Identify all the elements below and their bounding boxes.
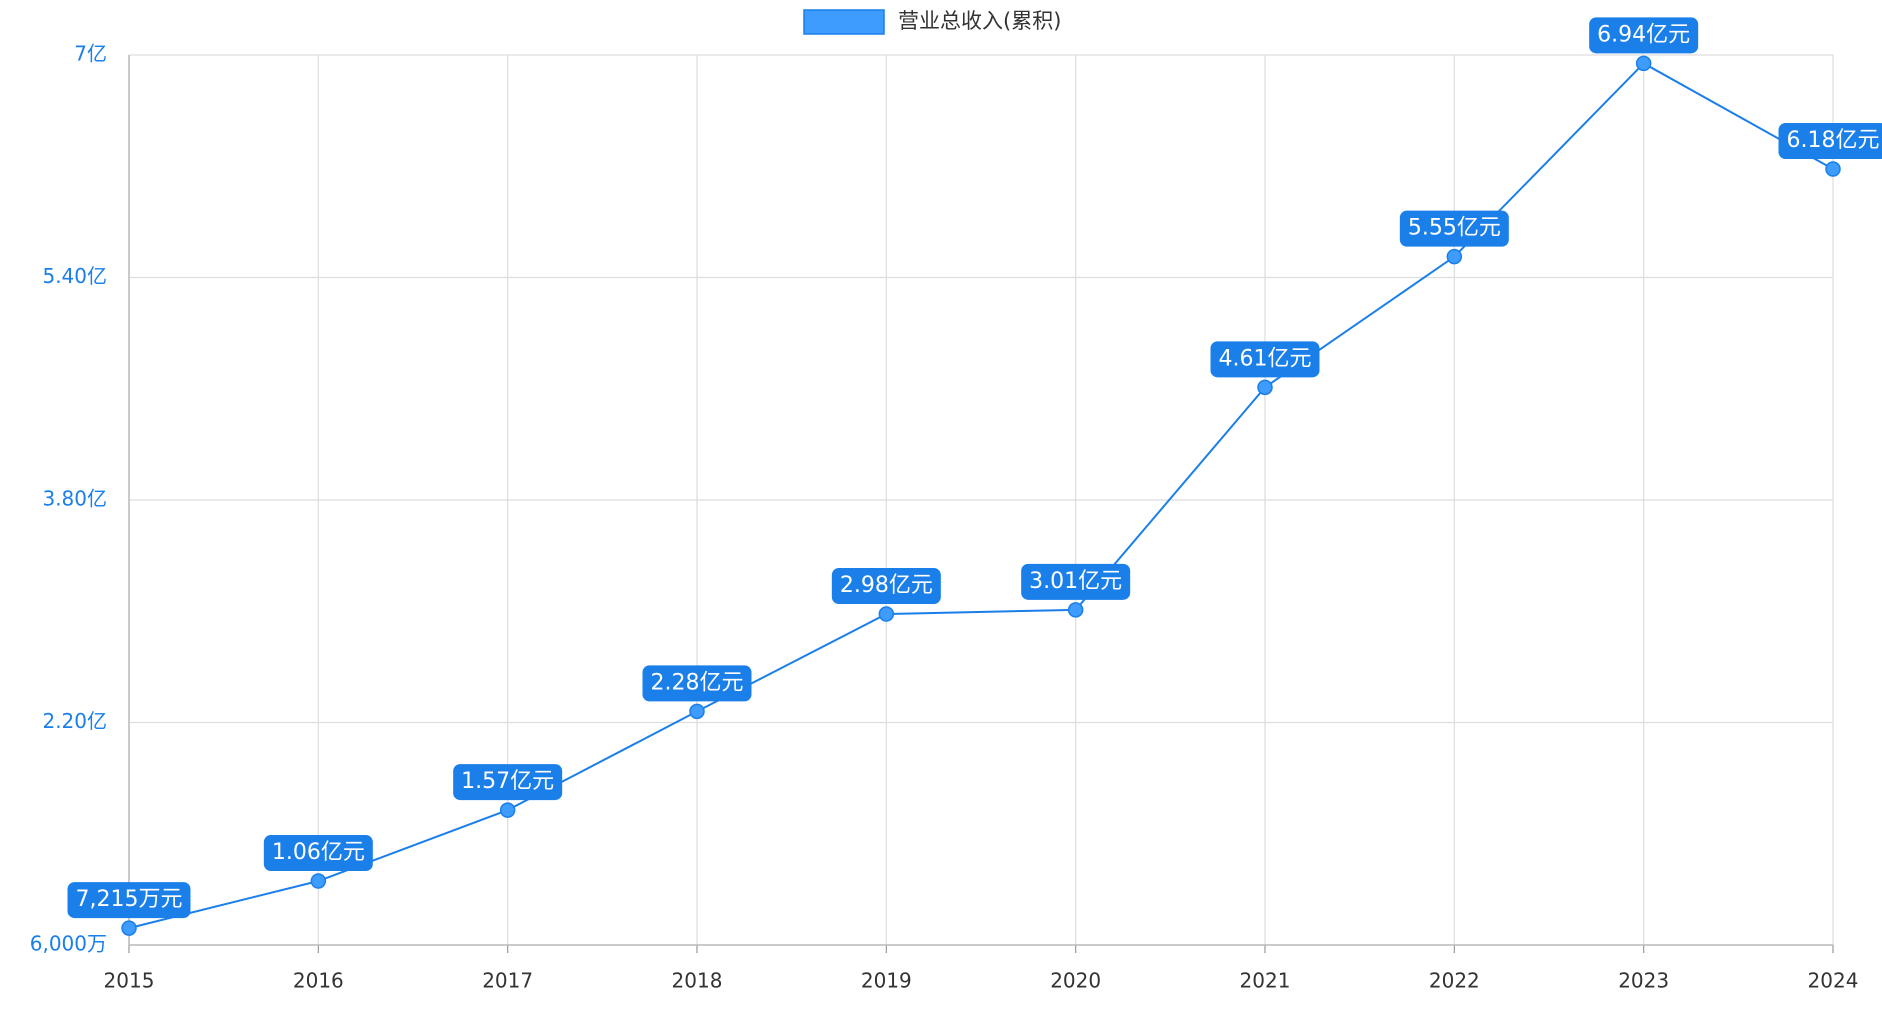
point [878, 606, 895, 622]
x-tick-label: 2022 [1429, 969, 1480, 993]
legend-label: 营业总收入(累积) [898, 9, 1061, 33]
y-tick-label: 2.20亿 [42, 709, 107, 733]
y-tick-label: 5.40亿 [42, 264, 107, 288]
data-label-text: 1.06亿元 [272, 840, 365, 865]
point [499, 802, 516, 818]
point [689, 703, 705, 720]
data-label-box [67, 882, 191, 919]
data-label-text: 2.98亿元 [840, 573, 933, 598]
data-label-box [642, 665, 752, 702]
data-label-text: 4.61亿元 [1219, 346, 1312, 371]
data-label: 2.28亿元 [642, 665, 752, 702]
data-label: 6.94亿元 [1589, 17, 1699, 54]
data-label-box [263, 835, 373, 872]
data-label-text: 3.01亿元 [1029, 569, 1122, 594]
point [1257, 379, 1273, 396]
data-label-box [1210, 341, 1320, 378]
data-label: 1.06亿元 [263, 835, 373, 872]
y-tick-label: 6,000万 [30, 932, 107, 956]
x-tick-label: 2017 [482, 969, 533, 993]
data-label: 6.18亿元 [1778, 123, 1882, 160]
point [1825, 161, 1841, 177]
point [1067, 602, 1084, 618]
data-label: 5.55亿元 [1399, 210, 1509, 247]
data-label-box [1589, 17, 1699, 54]
data-label: 4.61亿元 [1210, 341, 1320, 378]
point [1635, 55, 1652, 72]
point [1446, 248, 1463, 265]
data-label-text: 7,215万元 [76, 887, 183, 912]
x-tick-label: 2021 [1240, 969, 1291, 993]
x-tick-label: 2016 [293, 969, 344, 993]
data-label-box [831, 568, 941, 605]
point [310, 873, 327, 889]
x-tick-label: 2023 [1618, 969, 1669, 993]
data-label: 1.57亿元 [453, 764, 563, 801]
data-label-text: 2.28亿元 [651, 670, 744, 695]
x-tick-label: 2015 [104, 969, 155, 993]
point [121, 920, 137, 936]
x-tick-label: 2020 [1050, 969, 1101, 993]
legend-swatch [803, 9, 885, 35]
x-tick-label: 2018 [672, 969, 723, 993]
data-label-box [1021, 563, 1131, 600]
data-label-box [1399, 210, 1509, 247]
data-label: 2.98亿元 [831, 568, 941, 605]
y-tick-label: 3.80亿 [42, 487, 107, 511]
x-tick-label: 2019 [861, 969, 912, 993]
data-label: 3.01亿元 [1021, 563, 1131, 600]
data-label-text: 6.18亿元 [1787, 128, 1880, 153]
x-tick-label: 2024 [1808, 969, 1859, 993]
data-label: 7,215万元 [67, 882, 191, 919]
data-label-text: 5.55亿元 [1408, 216, 1501, 241]
line [128, 62, 1834, 930]
data-label-box [453, 764, 563, 801]
data-label-box [1778, 123, 1882, 160]
data-label-text: 1.57亿元 [461, 769, 554, 794]
data-label-text: 6.94亿元 [1597, 22, 1690, 47]
y-tick-label: 7亿 [74, 42, 107, 66]
